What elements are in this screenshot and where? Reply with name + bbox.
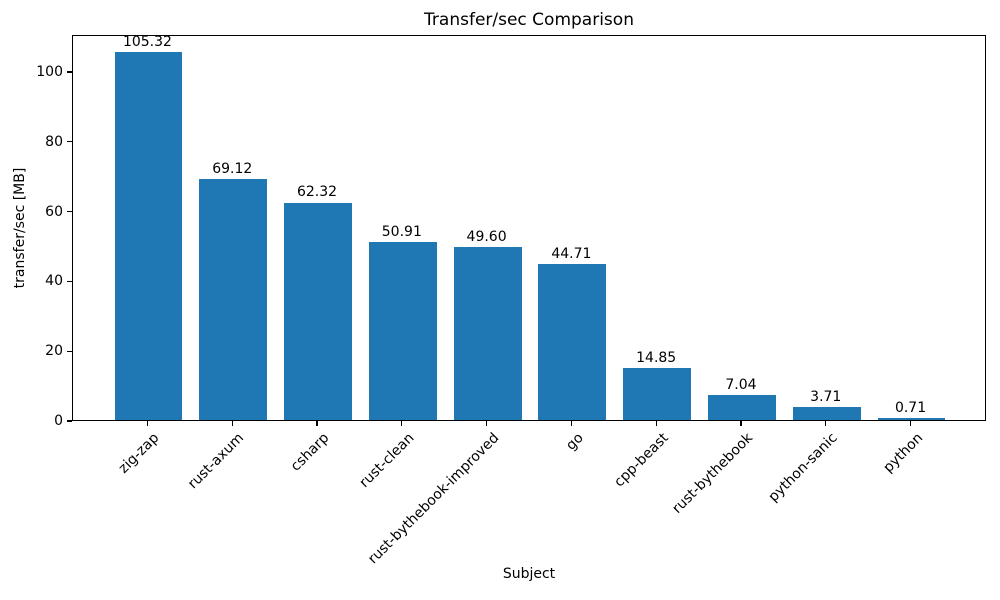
bar-value-label: 50.91 — [381, 224, 422, 241]
x-tick-label-rust-bythebook: rust-bythebook — [669, 430, 757, 517]
y-tick-mark — [67, 280, 72, 282]
bar-value-label: 62.32 — [296, 184, 338, 201]
bar-python-sanic — [792, 407, 861, 420]
plot-area — [72, 35, 986, 421]
y-tick-mark — [67, 71, 72, 73]
y-tick-label: 100 — [36, 63, 63, 80]
bar-rust-bythebook-improved — [453, 246, 522, 420]
x-axis-title: Subject — [502, 566, 556, 582]
x-tick-mark — [401, 421, 403, 426]
bar-value-label: 3.71 — [810, 389, 842, 406]
x-tick-label-go: go — [563, 430, 587, 454]
bar-python — [877, 417, 946, 420]
bar-rust-bythebook — [708, 395, 776, 420]
x-tick-mark — [316, 421, 318, 426]
y-tick-mark — [67, 420, 72, 422]
y-tick-label: 80 — [45, 133, 63, 150]
x-tick-mark — [909, 421, 912, 426]
x-tick-label-cpp-beast: cpp-beast — [611, 430, 672, 491]
x-tick-mark — [146, 421, 149, 426]
chart-title: Transfer/sec Comparison — [424, 10, 634, 30]
bar-rust-clean — [368, 242, 437, 420]
x-tick-mark — [655, 421, 657, 426]
y-tick-label: 20 — [45, 343, 63, 360]
bar-value-label: 14.85 — [636, 350, 677, 367]
y-tick-label: 0 — [54, 413, 63, 429]
y-tick-label: 60 — [45, 203, 63, 220]
x-tick-label-python: python — [879, 430, 926, 476]
x-tick-mark — [570, 421, 572, 426]
y-tick-mark — [67, 350, 72, 352]
x-tick-label-rust-clean: rust-clean — [356, 430, 418, 491]
x-tick-label-python-sanic: python-sanic — [765, 430, 842, 506]
x-tick-label-rust-axum: rust-axum — [185, 430, 248, 493]
bar-zig-zap — [114, 52, 183, 420]
bar-value-label: 69.12 — [212, 160, 253, 177]
bar-value-label: 49.60 — [466, 228, 507, 245]
bar-value-label: 0.71 — [894, 399, 927, 416]
x-tick-mark — [486, 421, 488, 426]
y-tick-mark — [67, 141, 72, 143]
x-tick-label-zig-zap: zig-zap — [116, 430, 163, 477]
x-tick-label-csharp: csharp — [287, 430, 333, 475]
x-tick-mark — [825, 421, 827, 426]
x-tick-mark — [231, 421, 233, 426]
bar-csharp — [284, 202, 352, 420]
bar-go — [538, 263, 607, 420]
bar-value-label: 44.71 — [551, 245, 592, 262]
x-tick-mark — [740, 421, 742, 426]
y-tick-label: 40 — [45, 273, 63, 290]
bar-cpp-beast — [623, 368, 692, 420]
bar-value-label: 105.32 — [122, 34, 172, 51]
bar-value-label: 7.04 — [725, 377, 757, 394]
y-axis-title: transfer/sec [MB] — [12, 167, 28, 289]
y-tick-mark — [67, 210, 72, 213]
bar-rust-axum — [199, 178, 268, 420]
